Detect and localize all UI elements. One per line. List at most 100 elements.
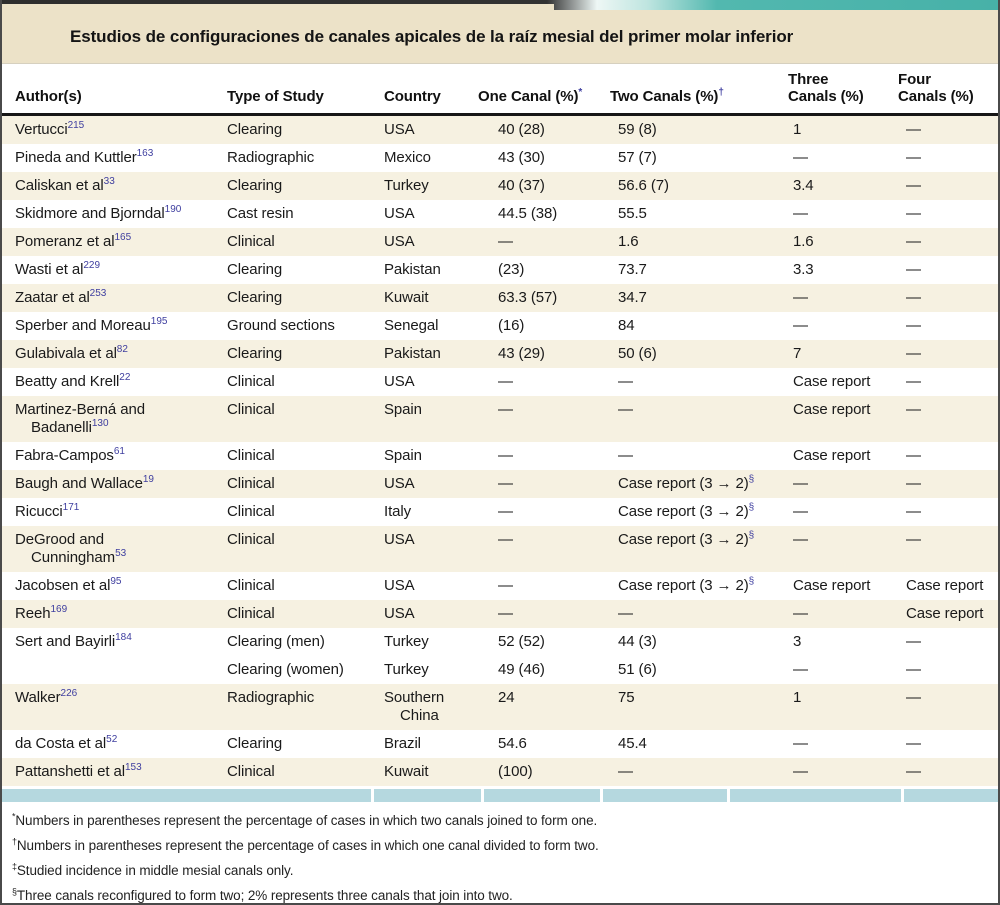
table-cell: —: [898, 730, 998, 758]
cell-text: Case report (3 → 2)§: [618, 576, 755, 595]
cell-text: Cast resin: [227, 205, 294, 222]
table-cell: Pakistan: [384, 256, 478, 284]
cell-text: —: [906, 633, 921, 650]
table-cell: Walker226: [2, 684, 227, 730]
table-cell: Zaatar et al253: [2, 284, 227, 312]
table-cell: Clearing (men): [227, 628, 384, 656]
cell-text: —: [906, 289, 921, 306]
table-cell: 49 (46): [478, 656, 610, 684]
cell-text: Ground sections: [227, 317, 335, 334]
table-cell: Clinical: [227, 498, 384, 526]
table-cell: USA: [384, 600, 478, 628]
table-cell: —: [788, 498, 898, 526]
cell-text: 56.6 (7): [618, 177, 669, 194]
table-cell: Italy: [384, 498, 478, 526]
table-cell: (23): [478, 256, 610, 284]
table-cell: Case report (3 → 2)§: [610, 498, 788, 526]
cell-text: Clearing (men): [227, 633, 325, 650]
reference-superscript: 82: [116, 344, 128, 355]
cell-text: —: [498, 373, 513, 390]
table-cell: —: [898, 758, 998, 786]
column-header: Three Canals (%): [788, 64, 898, 116]
table-cell: Case report (3 → 2)§: [610, 572, 788, 600]
cell-text: Clinical: [227, 503, 275, 520]
cell-text: —: [906, 661, 921, 678]
table-cell: —: [898, 172, 998, 200]
table-cell: Clinical: [227, 526, 384, 572]
table-cell: Baugh and Wallace19: [2, 470, 227, 498]
table-cell: —: [610, 442, 788, 470]
cell-text: Ricucci171: [15, 502, 80, 521]
table-cell: [2, 656, 227, 684]
cell-text: —: [498, 503, 513, 520]
table-cell: Case report (3 → 2)§: [610, 470, 788, 498]
table-cell: —: [610, 600, 788, 628]
cell-text: Gulabivala et al82: [15, 344, 128, 363]
cell-text: —: [906, 373, 921, 390]
table-cell: 75: [610, 684, 788, 730]
column-header: Author(s): [2, 64, 227, 116]
table-cell: 1: [788, 684, 898, 730]
cell-text: Two Canals (%)†: [610, 87, 724, 106]
table-cell: —: [898, 115, 998, 145]
cell-text: —: [906, 205, 921, 222]
footnote-text: Numbers in parentheses represent the per…: [15, 813, 598, 828]
cell-text: —: [906, 261, 921, 278]
reference-superscript: 165: [114, 232, 132, 243]
table-cell: —: [898, 228, 998, 256]
reference-superscript: §: [748, 502, 755, 513]
cell-text: Pomeranz et al165: [15, 232, 132, 251]
cell-text: —: [906, 233, 921, 250]
footnote: *Numbers in parentheses represent the pe…: [12, 812, 984, 829]
cell-text: Clearing: [227, 177, 283, 194]
cell-text: 43 (29): [498, 345, 545, 362]
cell-text: USA: [384, 475, 415, 492]
cell-text: —: [618, 401, 633, 418]
cell-text: Turkey: [384, 661, 429, 678]
table-cell: 3.4: [788, 172, 898, 200]
reference-superscript: §: [748, 576, 755, 587]
table-row: Clearing (women) Turkey 49 (46) 51 (6) — —: [2, 656, 998, 684]
cell-text: Wasti et al229: [15, 260, 101, 279]
table-cell: —: [898, 656, 998, 684]
cell-text: Clearing: [227, 735, 283, 752]
cell-text: Badanelli130: [31, 418, 109, 437]
table-cell: 1.6: [610, 228, 788, 256]
cell-text: —: [793, 289, 808, 306]
table-cell: —: [478, 498, 610, 526]
table-cell: —: [478, 470, 610, 498]
table-cell: Case report: [788, 572, 898, 600]
table-cell: —: [478, 526, 610, 572]
cell-text: Sert and Bayirli184: [15, 632, 132, 651]
cell-text: 44.5 (38): [498, 205, 558, 222]
table-cell: 73.7: [610, 256, 788, 284]
cell-text: —: [498, 401, 513, 418]
table-cell: Gulabivala et al82: [2, 340, 227, 368]
table-cell: —: [898, 442, 998, 470]
cell-text: Beatty and Krell22: [15, 372, 131, 391]
cell-text: (23): [498, 261, 525, 278]
cell-text: Case report (3 → 2)§: [618, 502, 755, 521]
table-cell: Clearing: [227, 256, 384, 284]
cell-text: Four: [898, 71, 931, 88]
cell-text: Skidmore and Bjorndal190: [15, 204, 182, 223]
table-cell: —: [898, 396, 998, 442]
table-cell: Case report: [898, 600, 998, 628]
table-cell: Pattanshetti et al153: [2, 758, 227, 786]
table-cell: Spain: [384, 442, 478, 470]
cell-text: Case report: [793, 401, 871, 418]
table-cell: —: [898, 256, 998, 284]
cell-text: Case report (3 → 2)§: [618, 474, 755, 493]
table-cell: 24: [478, 684, 610, 730]
table-cell: Pomeranz et al165: [2, 228, 227, 256]
table-cell: 50 (6): [610, 340, 788, 368]
table-cell: —: [898, 284, 998, 312]
table-cell: USA: [384, 470, 478, 498]
reference-superscript: 184: [115, 632, 132, 643]
column-header: Country: [384, 64, 478, 116]
table-cell: —: [898, 368, 998, 396]
cell-text: Three: [788, 71, 829, 88]
footnote-symbol: ‡: [12, 861, 17, 872]
cell-text: Author(s): [15, 88, 82, 105]
table-cell: —: [898, 144, 998, 172]
